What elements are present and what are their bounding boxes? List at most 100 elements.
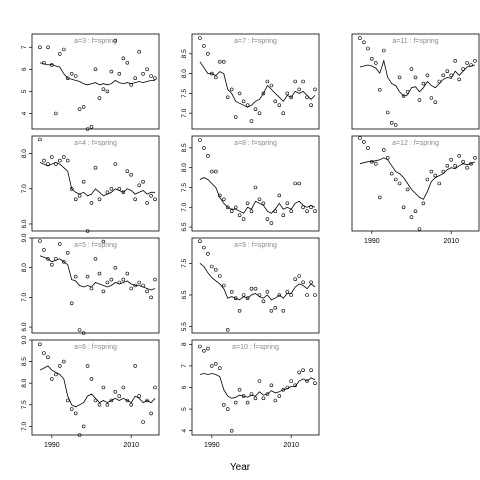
fitted-line	[359, 59, 476, 97]
data-point	[385, 110, 390, 115]
data-point	[101, 289, 106, 294]
data-point	[273, 209, 278, 213]
data-point	[229, 209, 234, 213]
data-point	[381, 148, 386, 152]
data-point	[421, 201, 426, 206]
data-point	[149, 74, 153, 78]
data-point	[281, 308, 286, 313]
y-tick-label: 6	[21, 67, 28, 71]
data-point	[265, 392, 270, 396]
data-point	[229, 428, 234, 433]
data-point	[97, 96, 102, 100]
y-tick-label: 8	[181, 342, 188, 346]
data-point	[77, 433, 82, 437]
data-point	[289, 95, 294, 100]
data-point	[429, 169, 434, 174]
data-point	[145, 67, 149, 72]
data-point	[261, 396, 266, 401]
data-point	[125, 169, 130, 173]
data-point	[117, 187, 122, 191]
data-point	[445, 69, 450, 73]
data-point	[301, 280, 305, 285]
y-tick-label: 7.5	[181, 258, 188, 267]
panel-label: a=7 : f=spring	[234, 38, 277, 45]
data-point	[253, 107, 258, 111]
x-tick-label: 2010	[123, 442, 139, 449]
data-point	[222, 402, 226, 407]
data-point	[233, 115, 238, 119]
data-point	[61, 47, 66, 52]
data-point	[457, 154, 462, 158]
data-point	[81, 105, 86, 109]
data-point	[373, 61, 378, 65]
y-tick-label: 7.0	[181, 202, 188, 211]
data-point	[425, 177, 430, 182]
data-point	[437, 181, 442, 186]
data-point	[198, 138, 202, 142]
data-point	[38, 45, 42, 50]
panel-label: a=3 : f=spring	[74, 38, 117, 45]
y-tick-label: 4	[21, 111, 28, 115]
data-point	[313, 209, 317, 213]
data-point	[141, 72, 145, 76]
data-point	[222, 197, 226, 202]
fitted-line	[39, 365, 156, 408]
y-tick-label: 9.0	[21, 233, 28, 242]
data-point	[293, 277, 298, 282]
data-point	[133, 364, 137, 368]
data-point	[397, 181, 402, 186]
y-tick-label: 8.0	[21, 149, 28, 158]
data-point	[137, 49, 141, 54]
fitted-line	[199, 373, 316, 399]
panel-label: a=6 : f=spring	[74, 344, 117, 351]
data-point	[393, 177, 398, 182]
data-point	[237, 387, 242, 392]
y-tick-label: 8.5	[21, 357, 28, 366]
panel-label: a=10 : f=spring	[232, 344, 279, 351]
data-point	[305, 95, 309, 100]
data-point	[129, 172, 133, 177]
fitted-line	[39, 62, 155, 86]
data-point	[433, 100, 438, 104]
data-point	[202, 146, 206, 150]
data-point	[277, 193, 282, 198]
data-point	[301, 79, 305, 84]
data-point	[97, 197, 102, 202]
data-point	[362, 140, 366, 144]
data-point	[237, 91, 242, 96]
panel-frame	[351, 33, 480, 130]
data-point	[141, 179, 145, 184]
data-point	[89, 377, 94, 381]
data-point	[309, 205, 313, 210]
data-point	[153, 277, 157, 282]
data-point	[457, 77, 462, 82]
data-point	[269, 221, 274, 225]
panel-label: a=12 : f=spring	[392, 140, 439, 147]
panel-frame	[191, 339, 320, 436]
data-point	[218, 193, 222, 198]
data-point	[145, 201, 149, 205]
data-point	[69, 72, 74, 76]
data-point	[206, 51, 210, 56]
data-point	[141, 283, 145, 288]
data-point	[297, 181, 302, 186]
data-point	[145, 289, 149, 294]
data-point	[369, 56, 374, 61]
data-point	[65, 76, 70, 80]
data-point	[73, 274, 78, 279]
data-point	[113, 38, 118, 43]
data-point	[313, 381, 317, 386]
data-point	[441, 169, 446, 174]
data-point	[222, 59, 226, 64]
data-point	[89, 201, 94, 205]
data-point	[153, 197, 157, 202]
data-point	[97, 402, 102, 407]
x-tick-label: 2010	[443, 238, 459, 245]
data-point	[453, 58, 458, 63]
x-tick-label: 1990	[364, 238, 380, 245]
data-point	[149, 295, 153, 300]
y-tick-label: 6.5	[181, 222, 188, 231]
fitted-line	[199, 177, 316, 214]
data-point	[229, 289, 234, 294]
data-point	[53, 162, 58, 166]
